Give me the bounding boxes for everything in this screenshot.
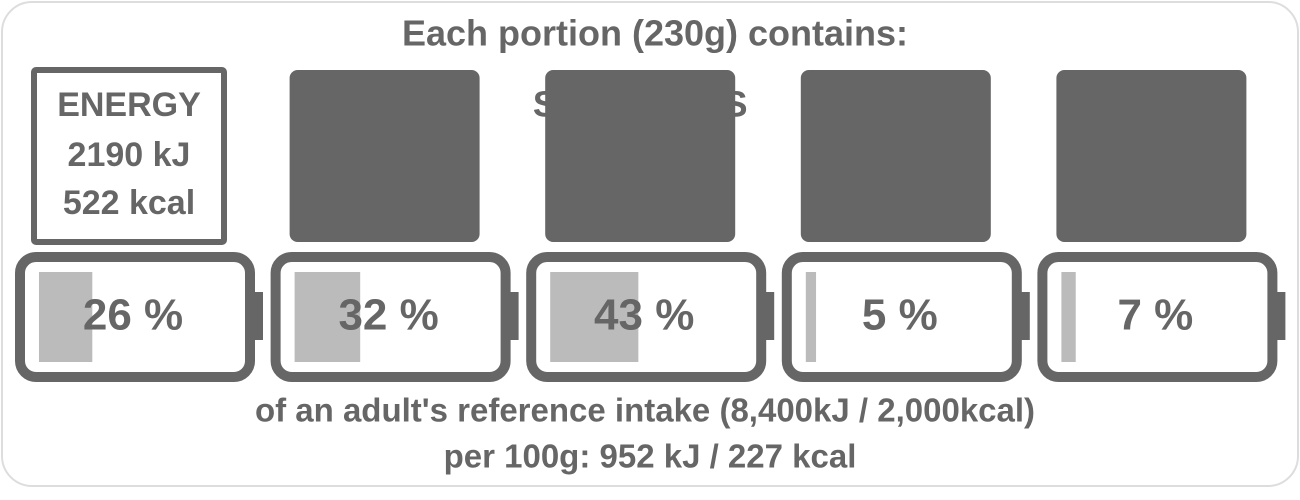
nutrient-name: SATURATES — [533, 84, 748, 125]
nutrient-name: SALT — [1106, 84, 1197, 125]
nutrient-amount: 0.44 g — [1117, 184, 1213, 222]
nutrient-name: SUGARS — [819, 84, 973, 125]
footer-line: of an adult's reference intake (8,400kJ … — [255, 392, 1035, 429]
nutrient-amount: 2190 kJ — [68, 136, 191, 174]
intake-fill — [550, 272, 639, 362]
intake-fill — [1061, 272, 1076, 362]
intake-percent: 5 % — [862, 291, 938, 340]
intake-percent: 32 % — [338, 291, 438, 340]
nutrient-box — [545, 70, 736, 242]
nutrient-amount: 4.6 g — [871, 184, 948, 222]
battery — [781, 252, 1022, 382]
nutrient-amount: 8.5 g — [615, 184, 692, 222]
footer-line: per 100g: 952 kJ / 227 kcal — [444, 438, 857, 475]
battery — [1037, 252, 1278, 382]
title: Each portion (230g) contains: — [402, 13, 908, 54]
nutrient-box — [1056, 70, 1247, 242]
intake-percent: 26 % — [83, 291, 183, 340]
nutrient-name: ENERGY — [57, 86, 201, 124]
intake-percent: 7 % — [1117, 291, 1193, 340]
intake-fill — [805, 272, 817, 362]
intake-fill — [294, 272, 361, 362]
nutrient-name: FAT — [352, 84, 417, 125]
nutrient-box — [800, 70, 991, 242]
intake-fill — [39, 272, 93, 362]
nutrient-amount: 522 kcal — [63, 184, 195, 222]
nutrient-box — [289, 70, 480, 242]
intake-percent: 43 % — [594, 291, 694, 340]
nutrient-amount: 22 g — [365, 184, 433, 222]
nutrient-box — [31, 67, 227, 245]
